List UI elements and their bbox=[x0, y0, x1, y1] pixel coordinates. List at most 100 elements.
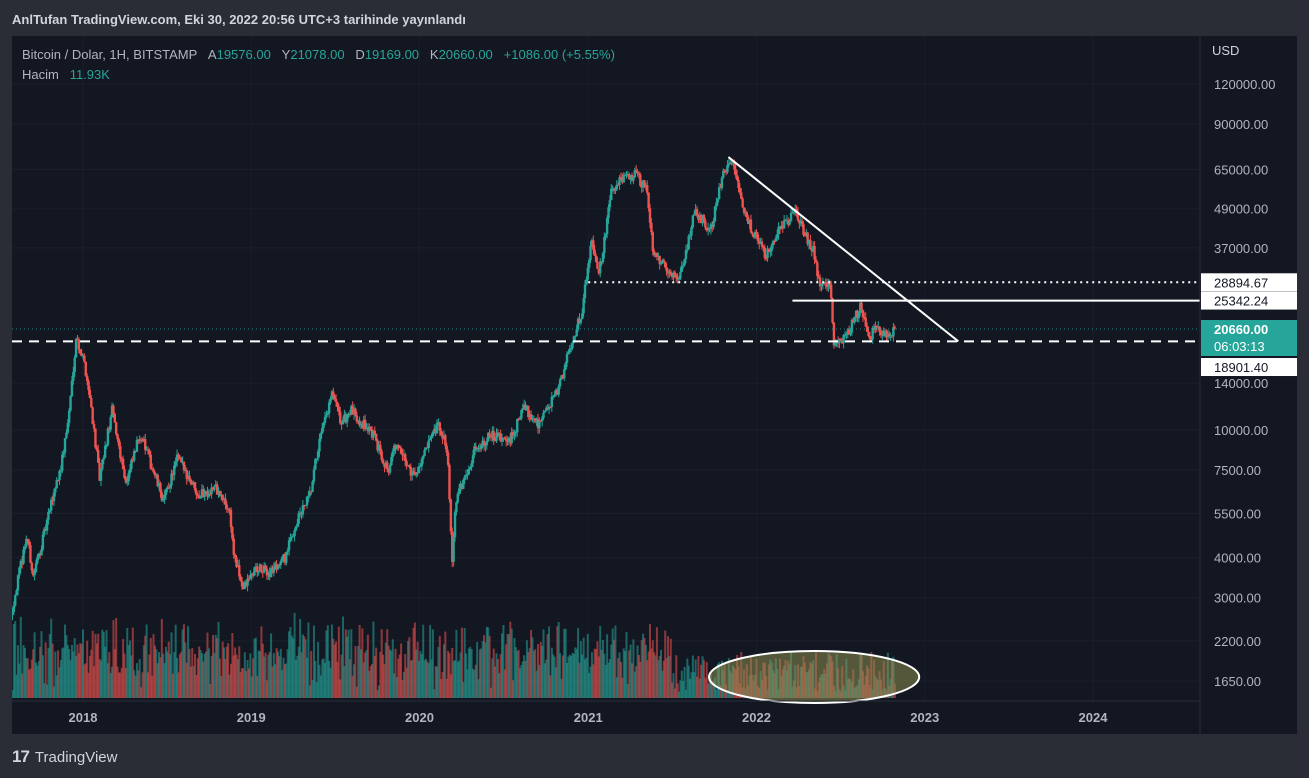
candle-body bbox=[135, 439, 139, 452]
candle-up bbox=[540, 415, 544, 427]
candle-body bbox=[311, 481, 314, 492]
volume-bar bbox=[299, 618, 302, 698]
candle-body bbox=[256, 566, 259, 573]
candle-down bbox=[441, 431, 444, 445]
candle-up bbox=[845, 332, 848, 340]
volume-bar bbox=[41, 655, 44, 698]
volume-bar bbox=[614, 625, 617, 698]
volume-bar bbox=[433, 689, 436, 698]
candle-down bbox=[354, 407, 357, 417]
volume-bar bbox=[368, 670, 371, 698]
candle-body bbox=[84, 361, 87, 376]
volume-bar bbox=[568, 654, 571, 698]
candle-down bbox=[852, 317, 855, 324]
volume-bar bbox=[470, 649, 473, 698]
candle-body bbox=[27, 540, 31, 546]
candle-up bbox=[357, 419, 360, 425]
volume-bar bbox=[365, 650, 368, 698]
volume-bar bbox=[621, 677, 624, 698]
candle-body bbox=[373, 430, 376, 434]
candle-body bbox=[321, 427, 324, 434]
candle-down bbox=[492, 426, 495, 445]
candle-body bbox=[854, 310, 858, 317]
tradingview-logo-icon: 17 bbox=[12, 747, 30, 766]
candle-down bbox=[839, 337, 843, 342]
volume-bar bbox=[460, 627, 463, 698]
volume-bar bbox=[256, 675, 259, 698]
candle-body bbox=[881, 330, 884, 336]
candle-body bbox=[244, 582, 248, 586]
tradingview-brand[interactable]: TradingView bbox=[34, 748, 118, 766]
volume-bar bbox=[649, 624, 652, 698]
candle-body bbox=[551, 396, 555, 398]
candle-down bbox=[137, 438, 140, 445]
candle-body bbox=[807, 240, 811, 244]
candle-up bbox=[694, 203, 697, 216]
candle-body bbox=[535, 418, 538, 422]
candle-down bbox=[202, 485, 205, 498]
candle-body bbox=[120, 458, 123, 460]
candle-body bbox=[527, 405, 530, 418]
volume-bar bbox=[275, 648, 278, 698]
volume-bar bbox=[520, 665, 523, 698]
volume-bar bbox=[340, 654, 343, 698]
candle-body bbox=[87, 380, 90, 391]
candle-body bbox=[639, 174, 642, 186]
candle-body bbox=[127, 473, 130, 482]
candle-body bbox=[695, 209, 699, 216]
candle-body bbox=[651, 232, 654, 251]
volume-bar bbox=[498, 673, 501, 698]
candle-up bbox=[464, 469, 468, 480]
candle-up bbox=[560, 375, 563, 380]
candle-body bbox=[553, 394, 556, 397]
volume-bar bbox=[108, 652, 111, 698]
candle-body bbox=[688, 235, 692, 237]
candle-body bbox=[724, 170, 728, 173]
candle-body bbox=[106, 428, 110, 445]
legend-volume-label[interactable]: Hacim bbox=[22, 67, 59, 82]
candle-up bbox=[475, 447, 479, 453]
candle-body bbox=[445, 445, 448, 453]
candle-up bbox=[771, 239, 775, 249]
volume-bar bbox=[669, 638, 672, 698]
candle-down bbox=[818, 274, 822, 291]
candle-body bbox=[717, 187, 721, 200]
candle-body bbox=[480, 445, 483, 450]
legend-high: 21078.00 bbox=[290, 47, 345, 62]
candle-down bbox=[123, 465, 126, 480]
volume-bar bbox=[351, 675, 354, 698]
volume-bar bbox=[391, 639, 394, 698]
volume-bar bbox=[116, 666, 119, 698]
candle-body bbox=[463, 476, 466, 480]
volume-bar bbox=[377, 685, 380, 698]
candle-body bbox=[813, 245, 816, 260]
candle-body bbox=[351, 406, 354, 415]
volume-bar bbox=[336, 661, 339, 698]
volume-bar bbox=[672, 673, 675, 698]
volume-bar bbox=[58, 667, 61, 698]
candle-up bbox=[12, 601, 16, 616]
candle-body bbox=[30, 562, 34, 571]
volume-bar bbox=[708, 675, 711, 698]
candle-body bbox=[781, 225, 784, 229]
candle-down bbox=[189, 478, 193, 486]
candle-body bbox=[29, 545, 32, 563]
candle-down bbox=[85, 373, 89, 386]
candle-body bbox=[711, 224, 714, 228]
volume-bar bbox=[90, 649, 93, 698]
legend-low: 19169.00 bbox=[364, 47, 420, 62]
volume-bar bbox=[169, 654, 172, 698]
candle-body bbox=[33, 572, 36, 576]
candle-down bbox=[95, 445, 99, 452]
volume-bar bbox=[530, 629, 533, 698]
chart-svg[interactable]: USD120000.0090000.0065000.0049000.003700… bbox=[12, 36, 1297, 734]
volume-bar bbox=[372, 621, 375, 698]
candle-body bbox=[510, 432, 513, 443]
candle-down bbox=[355, 411, 359, 424]
candle-body bbox=[604, 234, 607, 237]
candle-down bbox=[810, 247, 814, 257]
chart-area[interactable]: USD 120000.00 90000.00 65000.00 49000.00 3700… bbox=[12, 36, 1297, 734]
candle-body bbox=[489, 436, 493, 438]
candle-body bbox=[47, 511, 50, 520]
legend-symbol[interactable]: Bitcoin / Dolar, 1H, BITSTAMP bbox=[22, 47, 198, 62]
